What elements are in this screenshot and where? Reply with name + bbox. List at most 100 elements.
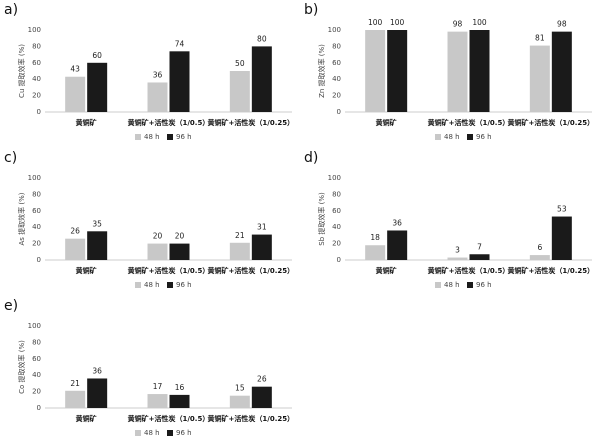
x-tick-label: 黄铜矿+活性炭（1/0.25） (208, 414, 295, 423)
legend-label: 96 h (476, 133, 492, 141)
y-tick-label: 20 (32, 240, 41, 248)
y-tick-label: 20 (332, 92, 341, 100)
y-tick-label: 60 (32, 59, 41, 67)
legend-swatch (167, 430, 173, 436)
legend-swatch (435, 282, 441, 288)
value-label: 98 (557, 20, 567, 29)
value-label: 98 (453, 20, 463, 29)
x-tick-label: 黄铜矿 (76, 266, 97, 275)
value-label: 74 (175, 39, 185, 48)
y-axis-label: Zn 提取效率 (%) (317, 44, 326, 98)
bar (251, 46, 272, 112)
value-label: 3 (455, 246, 460, 255)
x-tick-label: 黄铜矿+活性炭（1/0.25） (508, 266, 595, 275)
y-tick-label: 20 (332, 240, 341, 248)
y-tick-label: 40 (32, 371, 41, 379)
y-tick-label: 100 (28, 322, 41, 330)
y-axis-label: Sb 提取效率 (%) (317, 192, 326, 246)
y-tick-label: 60 (332, 207, 341, 215)
value-label: 6 (537, 243, 542, 252)
y-tick-label: 40 (32, 223, 41, 231)
legend-label: 48 h (444, 133, 460, 141)
y-tick-label: 100 (28, 174, 41, 182)
bar (87, 231, 108, 260)
x-tick-label: 黄铜矿+活性炭（1/0.5） (128, 266, 210, 275)
value-label: 21 (235, 231, 245, 240)
value-label: 36 (92, 366, 102, 375)
legend-label: 48 h (144, 133, 160, 141)
bar (169, 243, 190, 260)
x-tick-label: 黄铜矿+活性炭（1/0.25） (208, 118, 295, 127)
legend-label: 96 h (176, 429, 192, 437)
bar (251, 234, 272, 260)
x-tick-label: 黄铜矿 (376, 118, 397, 127)
y-tick-label: 80 (332, 190, 341, 198)
panel: c) As 提取效率 (%) 0 20 40 60 80 100 黄铜矿 26 35 黄铜矿+活性炭（… (4, 150, 294, 289)
y-tick-label: 100 (28, 26, 41, 34)
legend-label: 48 h (144, 429, 160, 437)
value-label: 60 (92, 51, 102, 60)
legend-swatch (135, 430, 141, 436)
legend-label: 48 h (144, 281, 160, 289)
bar (229, 71, 250, 112)
legend-label: 96 h (176, 281, 192, 289)
legend-label: 96 h (476, 281, 492, 289)
bar (529, 45, 550, 112)
value-label: 16 (175, 383, 185, 392)
panel-label: b) (304, 2, 318, 18)
bar (169, 51, 190, 112)
panel: b) Zn 提取效率 (%) 0 20 40 60 80 100 黄铜矿 100 100 黄铜矿+活性… (304, 2, 594, 141)
legend-swatch (435, 134, 441, 140)
y-tick-label: 20 (32, 388, 41, 396)
value-label: 18 (370, 233, 380, 242)
value-label: 7 (477, 242, 482, 251)
x-tick-label: 黄铜矿+活性炭（1/0.25） (508, 118, 595, 127)
y-tick-label: 0 (337, 256, 341, 264)
value-label: 100 (368, 18, 383, 27)
y-tick-label: 60 (32, 355, 41, 363)
y-tick-label: 40 (332, 223, 341, 231)
bar (529, 255, 550, 260)
x-tick-label: 黄铜矿 (376, 266, 397, 275)
y-tick-label: 80 (332, 42, 341, 50)
value-label: 15 (235, 384, 245, 393)
y-axis-label: As 提取效率 (%) (17, 192, 26, 245)
x-tick-label: 黄铜矿+活性炭（1/0.5） (428, 118, 510, 127)
bar (469, 30, 490, 112)
panel: d)Sb 提取效率 (%)020406080100黄铜矿1836黄铜矿+活性炭（… (304, 150, 594, 289)
value-label: 26 (70, 227, 80, 236)
panel-label: d) (304, 150, 318, 166)
value-label: 31 (257, 223, 267, 232)
x-tick-label: 黄铜矿+活性炭（1/0.5） (128, 414, 210, 423)
y-tick-label: 0 (337, 108, 341, 116)
legend-label: 48 h (444, 281, 460, 289)
value-label: 36 (153, 70, 163, 79)
legend-swatch (167, 282, 173, 288)
bar (147, 82, 168, 112)
bar (65, 238, 86, 260)
y-axis-label: Co 提取效率 (%) (17, 340, 26, 394)
legend-swatch (167, 134, 173, 140)
value-label: 21 (70, 379, 80, 388)
bar (169, 394, 190, 408)
legend-swatch (135, 134, 141, 140)
value-label: 17 (153, 382, 163, 391)
y-tick-label: 0 (37, 108, 41, 116)
bar (87, 378, 108, 408)
value-label: 100 (390, 18, 405, 27)
y-tick-label: 100 (328, 26, 341, 34)
value-label: 20 (153, 232, 163, 241)
bar (147, 394, 168, 408)
y-tick-label: 40 (32, 75, 41, 83)
value-label: 35 (92, 219, 102, 228)
panel: e) Co 提取效率 (%) 0 20 40 60 80 100 黄铜矿 21 36 黄铜矿+活性炭（… (4, 298, 294, 437)
y-tick-label: 80 (32, 42, 41, 50)
x-tick-label: 黄铜矿+活性炭（1/0.5） (128, 118, 210, 127)
panel-label: e) (4, 298, 18, 314)
legend-swatch (467, 282, 473, 288)
y-tick-label: 60 (332, 59, 341, 67)
y-tick-label: 80 (32, 190, 41, 198)
bar (387, 30, 408, 112)
value-label: 53 (557, 205, 567, 214)
